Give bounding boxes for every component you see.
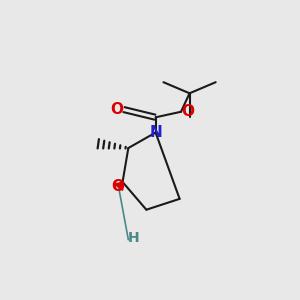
Text: H: H	[128, 231, 139, 245]
Text: N: N	[149, 125, 162, 140]
Text: O: O	[110, 102, 123, 117]
Text: O: O	[182, 104, 194, 119]
Text: O: O	[111, 178, 124, 194]
Polygon shape	[115, 182, 123, 190]
